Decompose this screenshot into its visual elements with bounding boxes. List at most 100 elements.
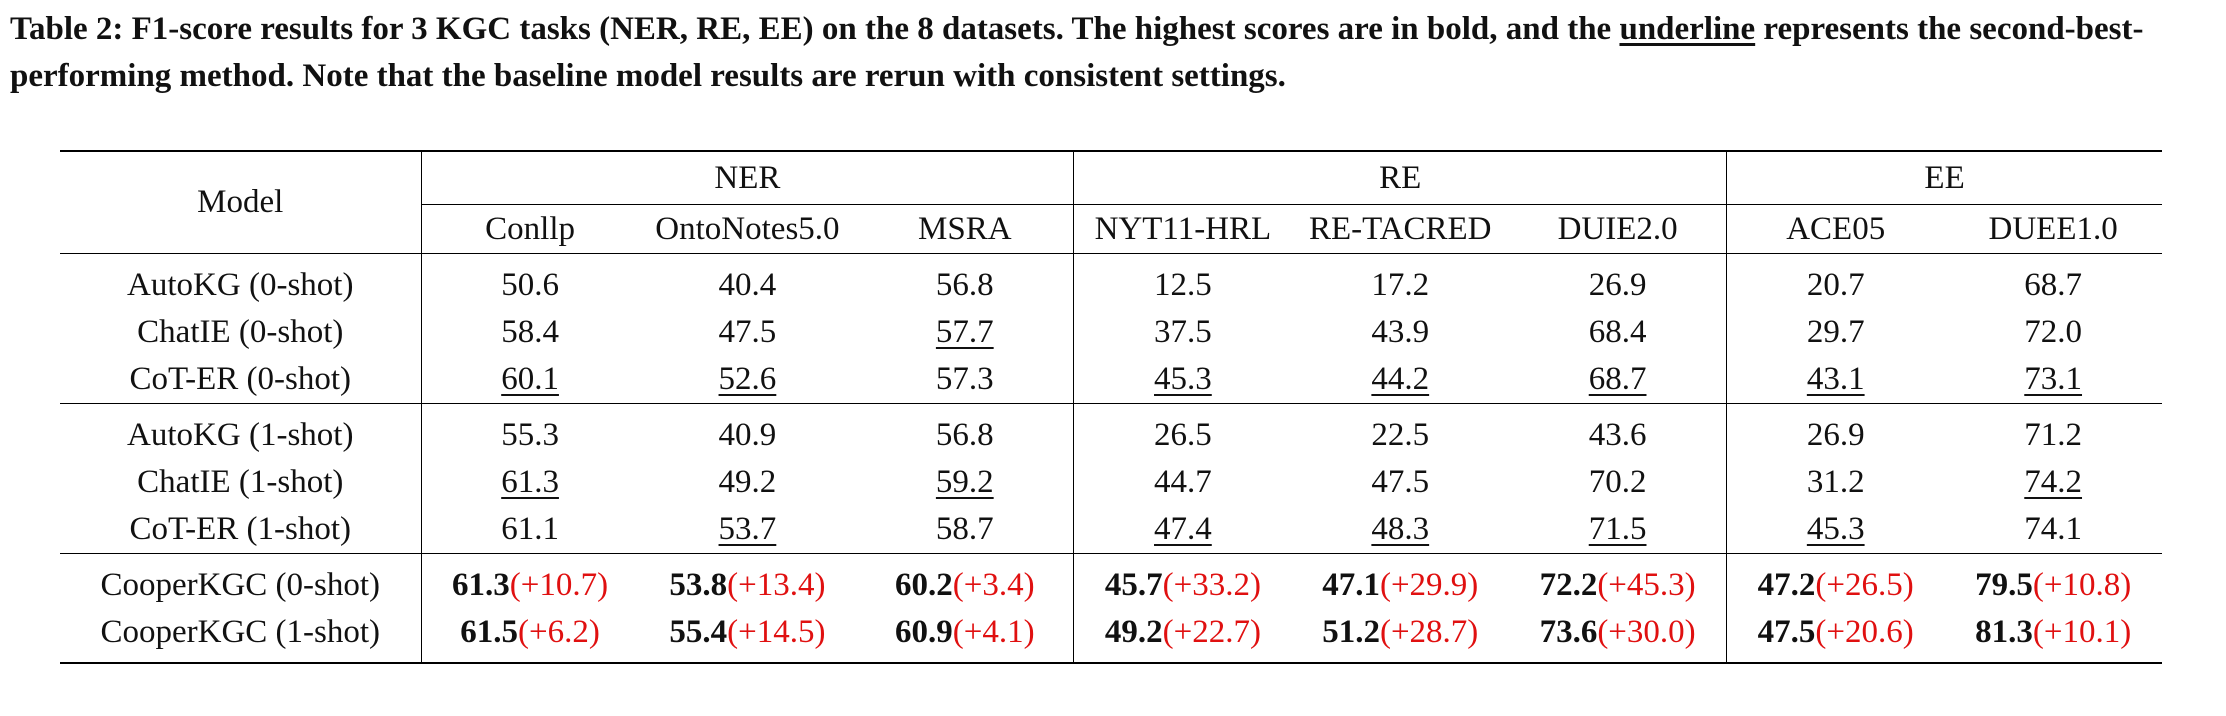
- score-cell: 43.6: [1509, 404, 1727, 460]
- score-cell: 47.5: [639, 309, 857, 356]
- score-value: 47.5: [1371, 464, 1430, 500]
- score-cell: 58.4: [420, 309, 639, 356]
- score-cell: 49.2(+22.7): [1073, 609, 1292, 663]
- score-value: 43.1: [1806, 361, 1865, 397]
- score-value: 26.9: [1806, 417, 1865, 453]
- score-value: 68.7: [1588, 361, 1647, 397]
- score-cell: 72.2(+45.3): [1509, 554, 1727, 610]
- score-cell: 37.5: [1073, 309, 1292, 356]
- score-value: 56.8: [935, 417, 994, 453]
- score-value: 70.2: [1588, 464, 1647, 500]
- score-cell: 72.0: [1944, 309, 2162, 356]
- group-header-ner: NER: [420, 151, 1074, 205]
- score-value: 61.5: [460, 614, 519, 650]
- score-value: 55.3: [501, 417, 559, 453]
- score-cell: 47.1(+29.9): [1291, 554, 1509, 610]
- score-value: 72.0: [2024, 314, 2083, 350]
- score-value: 49.2: [1104, 614, 1163, 650]
- score-gain: (+4.1): [952, 614, 1035, 650]
- model-name-cell: CoT-ER (1-shot): [129, 511, 352, 547]
- score-gain: (+20.6): [1815, 614, 1914, 650]
- score-cell: 40.4: [639, 254, 857, 310]
- table-row: ChatIE (1-shot) 61.3 49.2 59.2 44.7 47.5 70.2 3…: [60, 459, 2162, 506]
- dataset-header: NYT11-HRL: [1073, 204, 1292, 254]
- score-value: 61.1: [501, 511, 559, 547]
- score-cell: 22.5: [1291, 404, 1509, 460]
- caption-part1: Table 2: F1-score results for 3 KGC task…: [10, 11, 1620, 47]
- score-value: 61.3: [501, 464, 559, 500]
- score-value: 55.4: [669, 614, 728, 650]
- score-cell: 48.3: [1291, 506, 1509, 554]
- score-cell: 47.4: [1073, 506, 1292, 554]
- score-cell: 61.3: [420, 459, 639, 506]
- table-row: AutoKG (1-shot) 55.3 40.9 56.8 26.5 22.5 43.6 2…: [60, 403, 2162, 460]
- score-value: 17.2: [1371, 267, 1430, 303]
- score-cell: 60.1: [420, 356, 639, 404]
- score-cell: 49.2: [639, 459, 857, 506]
- score-value: 57.3: [935, 361, 994, 397]
- score-cell: 61.3(+10.7): [420, 553, 639, 609]
- table-caption: Table 2: F1-score results for 3 KGC task…: [10, 6, 2210, 100]
- score-value: 60.2: [894, 567, 953, 603]
- score-value: 51.2: [1322, 614, 1380, 650]
- model-name-cell: AutoKG (1-shot): [127, 417, 354, 453]
- score-cell: 20.7: [1726, 253, 1945, 309]
- score-value: 72.2: [1539, 567, 1598, 603]
- score-cell: 58.7: [856, 506, 1074, 554]
- score-value: 53.8: [669, 567, 728, 603]
- score-value: 12.5: [1154, 267, 1212, 303]
- score-gain: (+30.0): [1597, 614, 1696, 650]
- score-cell: 26.5: [1073, 403, 1292, 459]
- model-name-cell: ChatIE (0-shot): [137, 314, 344, 350]
- score-value: 58.7: [935, 511, 994, 547]
- score-value: 68.4: [1588, 314, 1647, 350]
- dataset-header: OntoNotes5.0: [638, 204, 857, 254]
- score-cell: 53.7: [639, 506, 857, 554]
- score-cell: 70.2: [1509, 459, 1727, 506]
- score-value: 40.4: [718, 267, 777, 303]
- score-value: 43.9: [1371, 314, 1430, 350]
- score-value: 37.5: [1154, 314, 1212, 350]
- score-cell: 57.3: [856, 356, 1074, 404]
- score-value: 31.2: [1806, 464, 1865, 500]
- table-row: CoT-ER (1-shot) 61.1 53.7 58.7 47.4 48.3 71.5 4…: [60, 506, 2162, 554]
- score-cell: 17.2: [1291, 254, 1509, 310]
- score-value: 49.2: [718, 464, 777, 500]
- score-gain: (+45.3): [1597, 567, 1696, 603]
- score-cell: 31.2: [1726, 459, 1945, 506]
- score-value: 47.4: [1154, 511, 1212, 547]
- score-cell: 68.7: [1944, 254, 2162, 310]
- table-row: CoT-ER (0-shot) 60.1 52.6 57.3 45.3 44.2 68.7 4…: [60, 356, 2162, 404]
- model-name-cell: CoT-ER (0-shot): [129, 361, 352, 397]
- caption-underline-word: underline: [1619, 11, 1756, 47]
- score-gain: (+3.4): [952, 567, 1035, 603]
- score-value: 58.4: [501, 314, 559, 350]
- score-cell: 47.5: [1291, 459, 1509, 506]
- dataset-header: ACE05: [1726, 204, 1945, 254]
- score-value: 60.9: [894, 614, 953, 650]
- dataset-header: MSRA: [856, 204, 1074, 254]
- score-cell: 55.3: [420, 403, 639, 459]
- score-cell: 53.8(+13.4): [639, 554, 857, 610]
- score-cell: 60.2(+3.4): [856, 554, 1074, 610]
- table-row: CooperKGC (0-shot) 61.3(+10.7) 53.8(+13.4)…: [60, 553, 2162, 610]
- score-value: 48.3: [1371, 511, 1430, 547]
- score-gain: (+33.2): [1162, 567, 1261, 603]
- score-cell: 56.8: [856, 404, 1074, 460]
- score-gain: (+28.7): [1379, 614, 1479, 650]
- model-name-cell: ChatIE (1-shot): [137, 464, 344, 500]
- score-gain: (+29.9): [1379, 567, 1479, 603]
- score-cell: 74.1: [1944, 506, 2162, 554]
- model-name-cell: AutoKG (0-shot): [127, 267, 354, 303]
- score-value: 44.7: [1154, 464, 1212, 500]
- score-value: 74.2: [2024, 464, 2083, 500]
- score-value: 71.5: [1588, 511, 1647, 547]
- score-cell: 47.2(+26.5): [1726, 553, 1945, 609]
- score-value: 52.6: [718, 361, 777, 397]
- score-gain: (+14.5): [727, 614, 826, 650]
- score-cell: 29.7: [1726, 309, 1945, 356]
- score-value: 81.3: [1975, 614, 2033, 650]
- score-gain: (+13.4): [727, 567, 826, 603]
- score-cell: 40.9: [639, 404, 857, 460]
- score-cell: 56.8: [856, 254, 1074, 310]
